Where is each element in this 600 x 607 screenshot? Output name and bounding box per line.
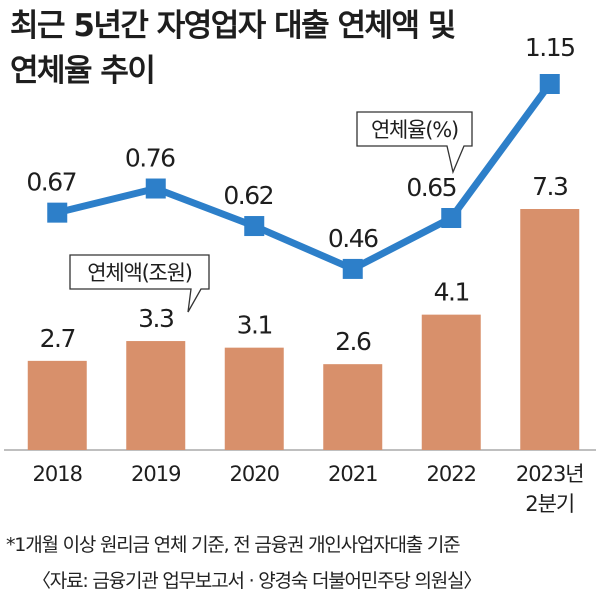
bar-value-label: 2.6 [335,327,371,356]
x-tick-label: 2018 [33,462,82,486]
bar-value-label: 3.3 [138,304,173,333]
bar-legend-callout [69,254,210,313]
bar-2021 [323,364,383,450]
rate-line [56,81,553,273]
bar-2022 [421,314,481,450]
bar-2018 [27,360,87,450]
x-tick-label: 2019 [131,462,180,486]
rate-point [342,258,363,279]
rate-value-label: 0.46 [328,224,378,253]
rate-point [539,74,560,94]
bar-2020 [224,347,284,450]
x-tick-label: 2021 [328,462,377,486]
bar-value-label: 4.1 [434,278,469,307]
chart-title-line-2: 연체율 추이 [10,53,156,89]
chart-title: 최근 5년간 자영업자 대출 연체액 및 연체율 추이 [10,4,570,94]
line-legend-callout [356,111,473,175]
bar-value-label: 7.3 [532,172,567,201]
rate-value-label: 0.62 [223,181,273,210]
x-tick-label: 2023년 [516,462,584,486]
rate-value-label: 0.76 [125,144,175,173]
rate-point [145,178,166,199]
x-tick-label: 2분기 [525,492,574,516]
chart-title-line-1: 최근 5년간 자영업자 대출 연체액 및 [10,8,456,44]
bar-value-label: 2.7 [40,324,75,353]
source-note: 〈자료: 금융기관 업무보고서 · 양경숙 더불어민주당 의원실〉 [32,570,482,592]
bar-2019 [126,341,186,450]
footnote: *1개월 이상 원리금 연체 기준, 전 금융권 개인사업자대출 기준 [6,534,461,556]
line-legend-label: 연체율(%) [371,118,458,142]
rate-point [47,202,68,223]
x-tick-label: 2020 [230,462,279,486]
rate-point [244,216,265,237]
rate-value-label: 0.65 [406,173,456,202]
bar-2023 [520,209,580,450]
rate-value-label: 0.67 [26,168,76,197]
bar-legend-label: 연체액(조원) [87,261,192,285]
rate-point [441,208,462,228]
bar-value-label: 3.1 [237,311,272,340]
rate-value-label: 1.15 [525,33,575,62]
x-tick-label: 2022 [427,462,476,486]
chart-svg: 2.7 3.3 3.1 2.6 4.1 7.3 2018 2019 2020 2021 2022 20… [4,33,596,516]
